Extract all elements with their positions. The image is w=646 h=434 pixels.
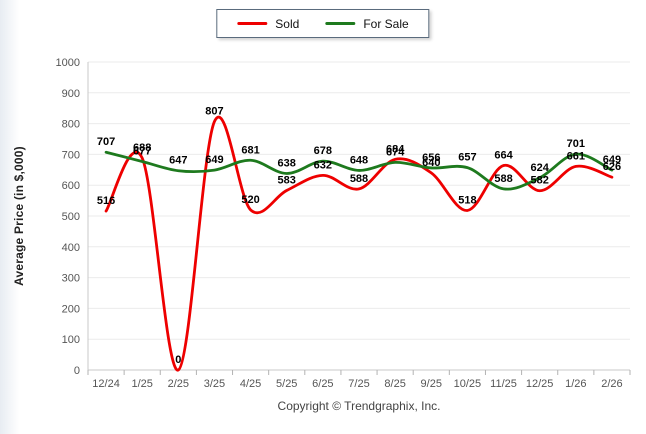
y-tick-label: 300 <box>62 273 80 285</box>
point-value-label: 678 <box>314 145 332 157</box>
for-sale-line-swatch <box>325 22 356 25</box>
point-value-label: 674 <box>386 146 405 158</box>
y-tick-label: 500 <box>62 211 80 223</box>
point-value-label: 624 <box>530 162 549 174</box>
point-value-label: 661 <box>567 150 585 162</box>
y-tick-label: 600 <box>62 180 80 192</box>
y-tick-label: 400 <box>62 242 80 254</box>
legend-label-for-sale: For Sale <box>363 16 409 31</box>
x-tick-label: 5/25 <box>276 378 297 390</box>
y-tick-label: 100 <box>62 334 80 346</box>
point-value-label: 638 <box>278 157 296 169</box>
x-tick-label: 2/25 <box>168 378 189 390</box>
x-tick-label: 7/25 <box>348 378 369 390</box>
point-value-label: 664 <box>494 149 513 161</box>
point-value-label: 681 <box>241 144 259 156</box>
x-tick-label: 1/25 <box>131 378 152 390</box>
point-value-label: 648 <box>350 154 368 166</box>
point-value-label: 582 <box>530 175 548 187</box>
legend-item-sold: Sold <box>237 17 299 31</box>
point-value-label: 518 <box>458 194 476 206</box>
point-value-label: 649 <box>603 154 621 166</box>
y-tick-label: 0 <box>74 365 80 377</box>
point-value-label: 516 <box>97 195 115 207</box>
x-tick-label: 6/25 <box>312 378 333 390</box>
point-value-label: 677 <box>133 145 151 157</box>
sold-line-swatch <box>237 22 268 25</box>
y-tick-label: 700 <box>62 149 80 161</box>
x-tick-label: 9/25 <box>421 378 442 390</box>
x-tick-label: 8/25 <box>384 378 405 390</box>
for-sale-line <box>104 150 614 191</box>
y-tick-label: 900 <box>62 88 80 100</box>
sold-line <box>104 116 614 372</box>
x-tick-label: 11/25 <box>490 378 517 390</box>
x-tick-label: 10/25 <box>454 378 482 390</box>
legend-label-sold: Sold <box>275 16 300 31</box>
x-tick-label: 12/25 <box>526 378 554 390</box>
point-value-label: 647 <box>169 155 187 167</box>
legend-item-for-sale: For Sale <box>325 16 409 31</box>
y-tick-label: 200 <box>62 303 80 315</box>
x-tick-label: 4/25 <box>240 378 261 390</box>
x-tick-label: 2/26 <box>601 378 622 390</box>
point-value-label: 632 <box>314 159 332 171</box>
point-value-label: 807 <box>205 105 223 117</box>
point-value-label: 588 <box>350 173 368 185</box>
x-tick-label: 3/25 <box>204 378 225 390</box>
copyright-text: Copyright © Trendgraphix, Inc. <box>277 399 441 413</box>
point-value-label: 640 <box>422 157 440 169</box>
point-value-label: 707 <box>97 136 115 148</box>
point-value-label: 656 <box>422 152 440 164</box>
point-value-label: 588 <box>494 173 512 185</box>
point-value-label: 701 <box>567 138 585 150</box>
point-value-label: 520 <box>241 194 259 206</box>
point-value-label: 626 <box>603 161 621 173</box>
point-value-label: 649 <box>205 154 223 166</box>
point-value-label: 657 <box>458 152 476 164</box>
point-value-label: 684 <box>386 143 405 155</box>
y-tick-label: 800 <box>62 119 80 131</box>
x-tick-label: 1/26 <box>565 378 586 390</box>
legend-box: Sold For Sale <box>216 9 430 38</box>
point-value-label: 0 <box>175 354 181 366</box>
point-value-label: 688 <box>133 142 151 154</box>
point-value-label: 583 <box>278 174 296 186</box>
x-tick-label: 12/24 <box>92 378 120 390</box>
y-tick-label: 1000 <box>56 57 80 69</box>
